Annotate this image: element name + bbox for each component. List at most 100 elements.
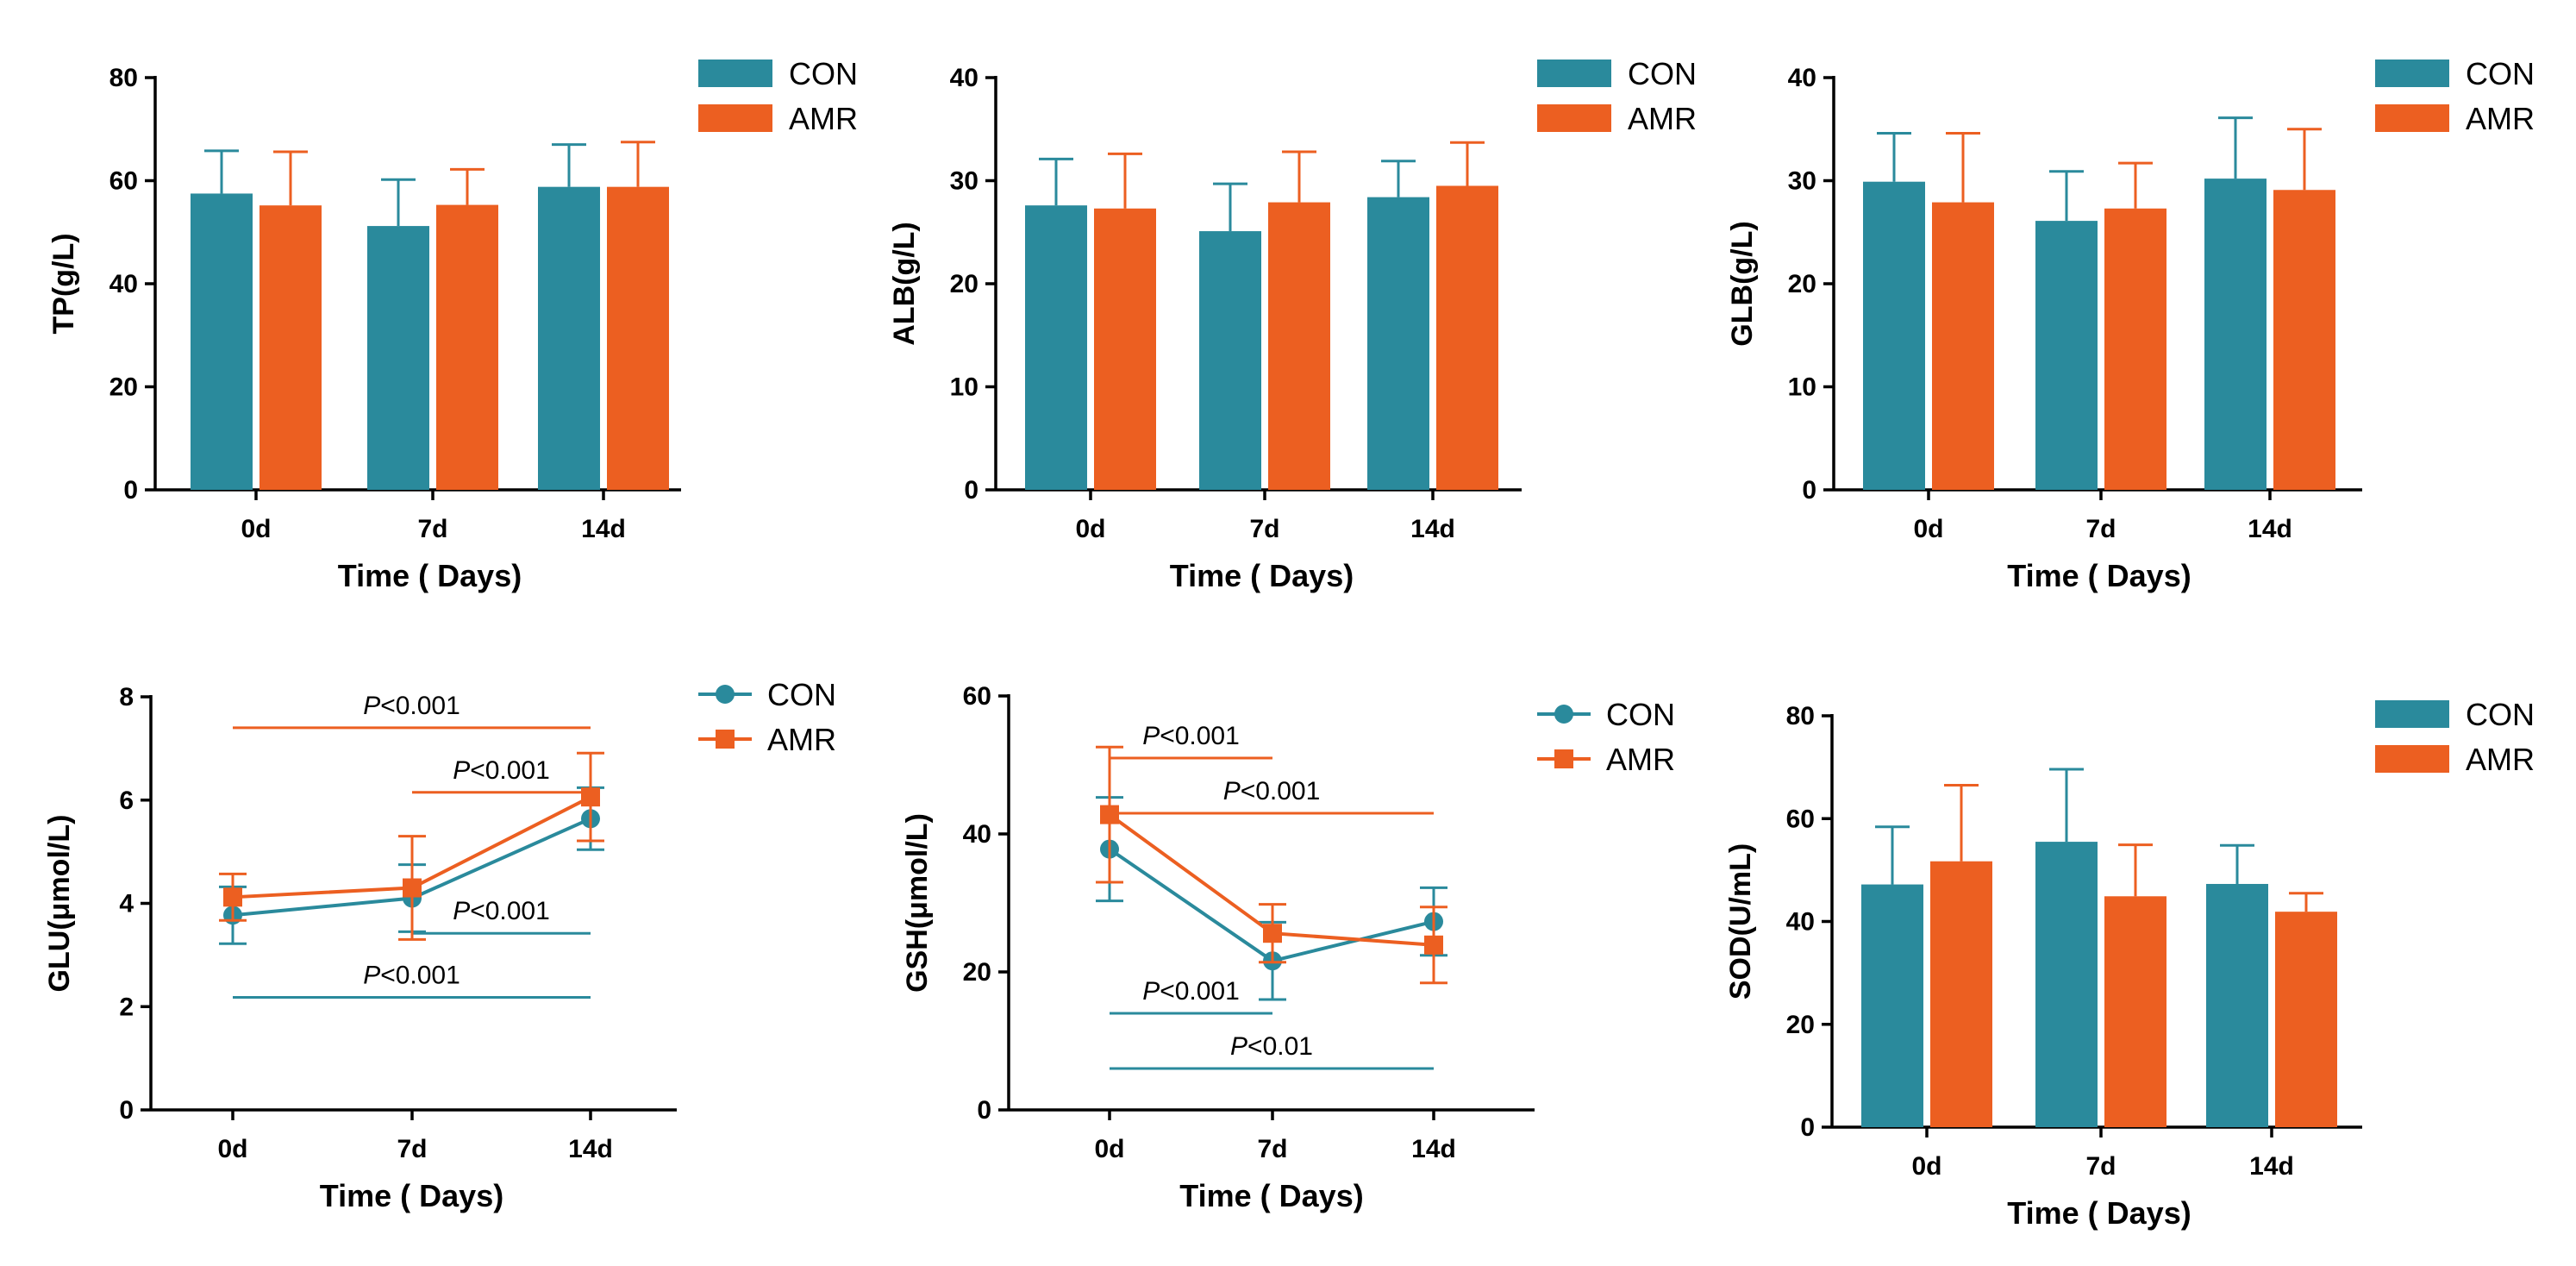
y-tick-label: 0 <box>977 1096 991 1125</box>
bar-amr-0d <box>259 205 322 490</box>
significance-label: P<0.001 <box>453 756 550 785</box>
x-tick-label: 0d <box>1075 515 1105 543</box>
legend-swatch-con <box>698 60 772 87</box>
y-axis-title: SOD(U/mL) <box>1724 843 1757 1000</box>
x-tick-label: 7d <box>397 1135 427 1163</box>
y-tick-label: 0 <box>1802 476 1816 505</box>
significance-label: P<0.001 <box>1142 722 1240 750</box>
legend-marker-amr <box>1554 749 1573 768</box>
y-tick-label: 60 <box>963 682 991 711</box>
bar-amr-7d <box>436 204 498 490</box>
legend-label-con: CON <box>2466 56 2535 91</box>
y-tick-label: 30 <box>1788 167 1816 196</box>
y-tick-label: 0 <box>119 1096 134 1125</box>
y-tick-label: 6 <box>119 787 134 815</box>
y-tick-label: 2 <box>119 993 134 1021</box>
x-axis-title: Time ( Days) <box>338 558 522 593</box>
legend-label-amr: AMR <box>2466 101 2535 136</box>
bar-amr-7d <box>2104 208 2166 490</box>
bar-amr-0d <box>1932 202 1994 490</box>
x-tick-label: 14d <box>2249 1152 2294 1181</box>
y-axis-title: GLB(g/L) <box>1726 221 1759 346</box>
point-amr-0d <box>223 887 242 907</box>
point-amr-14d <box>1424 935 1443 955</box>
y-tick-label: 0 <box>1800 1113 1815 1142</box>
x-tick-label: 0d <box>1911 1152 1941 1181</box>
x-tick-label: 14d <box>1410 515 1455 543</box>
y-tick-label: 40 <box>1788 64 1816 92</box>
bar-amr-7d <box>1268 202 1330 490</box>
significance-label: P<0.001 <box>1142 977 1240 1006</box>
y-tick-label: 40 <box>950 64 979 92</box>
significance-label: P<0.001 <box>1223 777 1321 805</box>
x-tick-label: 7d <box>1257 1135 1287 1163</box>
significance-label: P<0.01 <box>1230 1032 1313 1061</box>
y-tick-label: 10 <box>1788 373 1816 402</box>
y-tick-label: 20 <box>950 270 979 298</box>
legend-marker-con <box>1554 705 1573 724</box>
x-tick-label: 14d <box>1411 1135 1456 1163</box>
panel-alb-chart: 0 10 20 30 40 0d 7d 14d ALB(g/L) Time ( Days) CON A… <box>888 56 1697 593</box>
panel-glu-chart: 0 2 4 6 8 0d 7d 14d GLU(μmol/L) Time ( Days) P<0.0… <box>43 677 836 1213</box>
bar-con-0d <box>1025 205 1087 490</box>
x-tick-label: 14d <box>2248 515 2292 543</box>
y-tick-label: 60 <box>1786 805 1815 833</box>
bar-amr-14d <box>2275 912 2337 1127</box>
legend-label-con: CON <box>789 56 858 91</box>
legend-label-con: CON <box>767 677 836 712</box>
y-axis-title: GSH(μmol/L) <box>901 813 934 993</box>
legend-swatch-con <box>2375 700 2449 728</box>
y-tick-label: 40 <box>1786 908 1815 937</box>
y-tick-label: 20 <box>1786 1011 1815 1039</box>
legend-label-amr: AMR <box>789 101 858 136</box>
y-axis-title: GLU(μmol/L) <box>43 815 76 993</box>
legend-swatch-amr <box>2375 104 2449 132</box>
x-axis-title: Time ( Days) <box>320 1178 503 1213</box>
y-axis-title: TP(g/L) <box>47 233 80 334</box>
y-tick-label: 8 <box>119 683 134 711</box>
y-tick-label: 20 <box>1788 270 1816 298</box>
legend-label-con: CON <box>2466 697 2535 732</box>
y-tick-label: 0 <box>964 476 979 505</box>
panel-sod-chart: 0 20 40 60 80 0d 7d 14d SOD(U/mL) Time ( Days) CON… <box>1724 697 2535 1231</box>
legend-label-con: CON <box>1628 56 1697 91</box>
bar-con-14d <box>538 186 600 491</box>
y-tick-label: 20 <box>963 958 991 987</box>
x-tick-label: 0d <box>217 1135 247 1163</box>
panel-glb-chart: 0 10 20 30 40 0d 7d 14d GLB(g/L) Time ( Days) CON A… <box>1726 56 2535 593</box>
significance-label: P<0.001 <box>453 897 550 925</box>
bar-amr-14d <box>1436 185 1498 490</box>
bar-con-14d <box>1367 197 1429 490</box>
panel-tp-chart: 0 20 40 60 80 0d 7d 14d TP(g/L) Time ( Days) CON AM… <box>47 56 858 593</box>
y-tick-label: 0 <box>123 476 138 505</box>
bar-con-14d <box>2204 179 2267 491</box>
bar-amr-0d <box>1930 861 1992 1127</box>
x-axis-title: Time ( Days) <box>1179 1178 1363 1213</box>
bar-amr-14d <box>2273 190 2335 490</box>
panel-gsh-chart: 0 20 40 60 0d 7d 14d GSH(μmol/L) Time ( Days) P<0… <box>901 682 1675 1213</box>
y-axis-title: ALB(g/L) <box>888 222 921 346</box>
point-amr-7d <box>403 878 422 898</box>
y-tick-label: 80 <box>1786 702 1815 730</box>
legend-label-con: CON <box>1606 697 1675 732</box>
legend-marker-amr <box>716 730 735 749</box>
bar-con-0d <box>191 193 253 490</box>
x-axis-title: Time ( Days) <box>2007 558 2191 593</box>
legend-label-amr: AMR <box>1606 742 1675 777</box>
x-tick-label: 7d <box>417 515 447 543</box>
y-tick-label: 4 <box>119 890 134 918</box>
bar-con-0d <box>1863 181 1925 490</box>
legend-label-amr: AMR <box>1628 101 1697 136</box>
x-tick-label: 14d <box>568 1135 613 1163</box>
y-tick-label: 80 <box>109 64 138 92</box>
legend-swatch-amr <box>2375 745 2449 773</box>
x-tick-label: 0d <box>241 515 271 543</box>
legend-swatch-amr <box>698 104 772 132</box>
y-tick-label: 40 <box>109 270 138 298</box>
point-amr-7d <box>1263 924 1282 943</box>
legend-label-amr: AMR <box>767 722 836 757</box>
y-tick-label: 10 <box>950 373 979 402</box>
x-tick-label: 7d <box>2085 515 2116 543</box>
y-tick-label: 60 <box>109 167 138 196</box>
